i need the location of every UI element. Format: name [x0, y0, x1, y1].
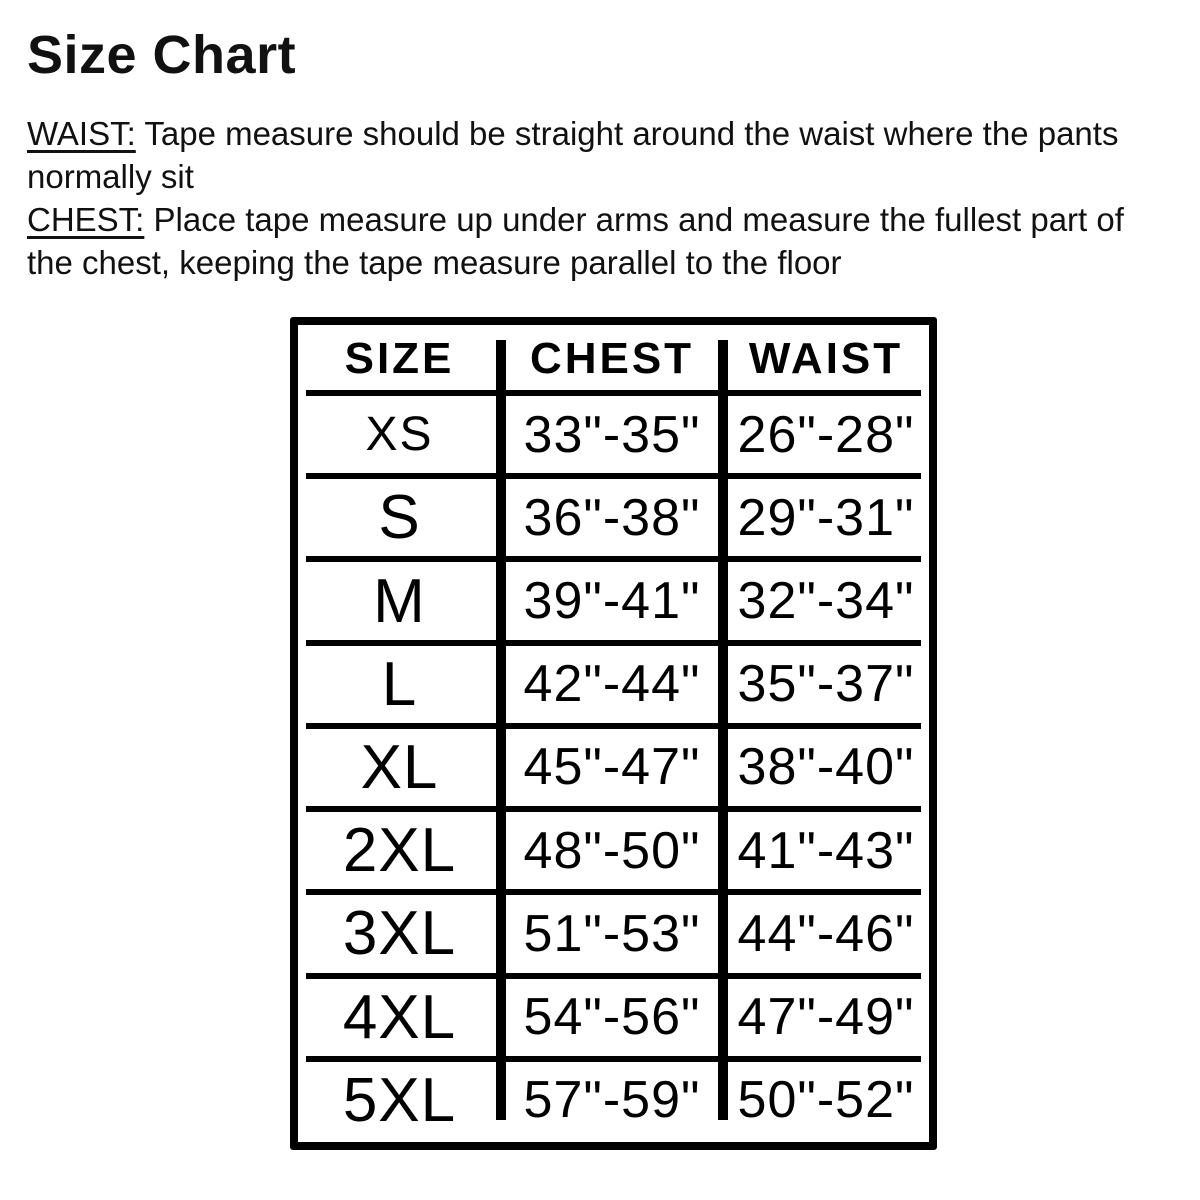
row-divider-line: [306, 473, 921, 479]
waist-range-cell: 38"-40": [737, 738, 915, 797]
size-label-cell: 3XL: [342, 899, 457, 969]
row-divider-line: [306, 640, 921, 646]
chest-range-cell: 33"-35": [523, 405, 701, 464]
chest-range-cell: 54"-56": [523, 988, 701, 1047]
size-label-cell: S: [378, 483, 421, 553]
column-divider-line: [496, 340, 506, 1120]
chest-range-cell: 51"-53": [523, 904, 701, 963]
chest-range-cell: 36"-38": [523, 488, 701, 547]
size-label-cell: 4XL: [342, 982, 457, 1052]
measurement-instructions: WAIST: Tape measure should be straight a…: [27, 112, 1157, 284]
row-divider-line: [306, 973, 921, 979]
size-label-cell: 2XL: [342, 816, 457, 886]
row-divider-line: [306, 806, 921, 812]
column-divider-line: [718, 340, 728, 1120]
waist-range-cell: 47"-49": [737, 988, 915, 1047]
size-label-cell: XL: [360, 732, 439, 802]
row-divider-line: [306, 723, 921, 729]
header-cell-chest: CHEST: [529, 334, 695, 383]
chest-range-cell: 39"-41": [523, 572, 701, 631]
chest-instruction-label: CHEST:: [27, 201, 145, 238]
size-label-cell: 5XL: [342, 1065, 457, 1135]
waist-range-cell: 26"-28": [737, 405, 915, 464]
waist-range-cell: 35"-37": [737, 655, 915, 714]
waist-range-cell: 32"-34": [737, 572, 915, 631]
chest-range-cell: 42"-44": [523, 655, 701, 714]
chest-instruction: CHEST: Place tape measure up under arms …: [27, 198, 1157, 284]
header-cell-waist: WAIST: [748, 334, 904, 383]
size-label-cell: XS: [365, 408, 434, 462]
waist-instruction-label: WAIST:: [27, 115, 136, 152]
chest-range-cell: 57"-59": [523, 1071, 701, 1130]
size-table: SIZE CHEST WAIST XS 33"-35" 26"-28" S 36…: [290, 317, 937, 1150]
chest-instruction-text: Place tape measure up under arms and mea…: [27, 201, 1124, 281]
waist-range-cell: 29"-31": [737, 488, 915, 547]
row-divider-line: [306, 390, 921, 396]
chest-range-cell: 45"-47": [523, 738, 701, 797]
waist-range-cell: 41"-43": [737, 821, 915, 880]
size-label-cell: M: [373, 566, 426, 636]
waist-range-cell: 44"-46": [737, 904, 915, 963]
chest-range-cell: 48"-50": [523, 821, 701, 880]
size-table-grid: SIZE CHEST WAIST XS 33"-35" 26"-28" S 36…: [298, 325, 929, 1142]
row-divider-line: [306, 889, 921, 895]
waist-instruction-text: Tape measure should be straight around t…: [27, 115, 1119, 195]
size-label-cell: L: [381, 649, 418, 719]
page-title: Size Chart: [27, 25, 297, 85]
row-divider-line: [306, 1056, 921, 1062]
waist-range-cell: 50"-52": [737, 1071, 915, 1130]
header-cell-size: SIZE: [344, 334, 455, 383]
row-divider-line: [306, 556, 921, 562]
waist-instruction: WAIST: Tape measure should be straight a…: [27, 112, 1157, 198]
